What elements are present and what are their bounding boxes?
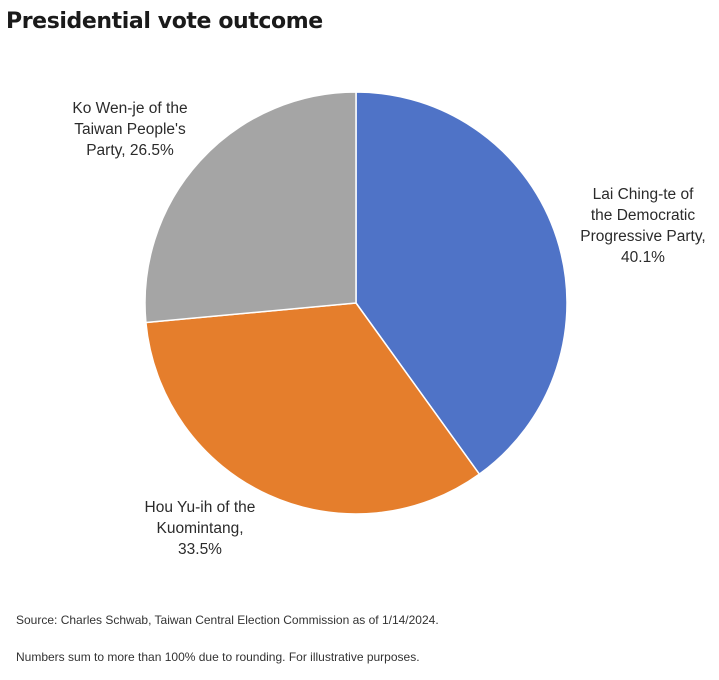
slice-label-line: Hou Yu-ih of the bbox=[144, 499, 256, 516]
slice-label-ko: Ko Wen-je of the Taiwan People's Party, … bbox=[50, 98, 210, 161]
slice-label-lai: Lai Ching-te of the Democratic Progressi… bbox=[568, 184, 718, 268]
slice-label-hou: Hou Yu-ih of the Kuomintang, 33.5% bbox=[120, 497, 280, 560]
slice-label-line: 33.5% bbox=[178, 541, 222, 558]
slice-label-line: 40.1% bbox=[621, 249, 665, 266]
pie-slice-0 bbox=[355, 91, 568, 475]
pie-slice-1 bbox=[145, 302, 481, 515]
rounding-footnote: Numbers sum to more than 100% due to rou… bbox=[16, 650, 420, 664]
slice-label-line: Lai Ching-te of bbox=[592, 186, 694, 203]
slice-label-line: the Democratic bbox=[590, 207, 696, 224]
slice-label-line: Progressive Party, bbox=[580, 228, 706, 245]
source-footnote: Source: Charles Schwab, Taiwan Central E… bbox=[16, 613, 439, 627]
chart-title: Presidential vote outcome bbox=[6, 9, 323, 34]
slice-label-line: Kuomintang, bbox=[156, 520, 244, 537]
slice-label-line: Party, 26.5% bbox=[86, 142, 174, 159]
pie-slices bbox=[144, 91, 568, 515]
slice-label-line: Ko Wen-je of the bbox=[72, 100, 188, 117]
slice-label-line: Taiwan People's bbox=[74, 121, 186, 138]
pie-slice-2 bbox=[144, 91, 357, 324]
